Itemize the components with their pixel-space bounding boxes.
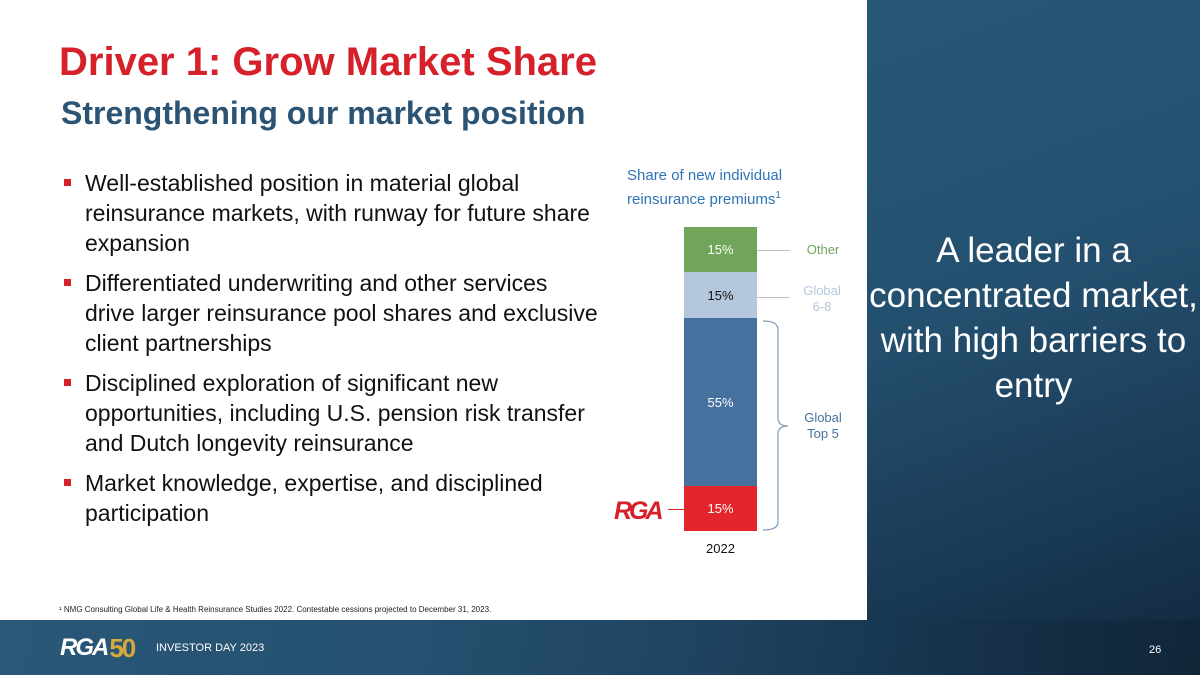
page-title: Driver 1: Grow Market Share [59,40,597,84]
bar-segment-other: 15% [684,227,757,272]
bullet-list: Well-established position in material gl… [62,168,602,538]
chart-title: Share of new individual reinsurance prem… [627,166,847,210]
bullet-text: Disciplined exploration of significant n… [85,370,585,456]
label-global-6-8: Global 6-8 [800,283,844,315]
square-bullet-icon [64,179,71,186]
label-line: Top 5 [807,426,839,441]
label-global-top-5: Global Top 5 [798,410,848,442]
footer-event-name: INVESTOR DAY 2023 [156,642,265,654]
chart-title-line2: reinsurance premiums [627,191,776,208]
x-axis-label: 2022 [706,541,735,556]
label-line: Global [803,283,841,298]
bar-segment-global-top-5: 55% [684,318,757,486]
footnote: ¹ NMG Consulting Global Life & Health Re… [59,605,492,614]
bullet-text: Well-established position in material gl… [85,170,590,256]
bullet-item: Differentiated underwriting and other se… [62,268,602,358]
logo-rga-text: RGA [60,634,109,661]
bracket-global-top-5 [762,320,789,531]
label-line: 6-8 [812,299,832,314]
stacked-bar-2022: 15% 15% 55% 15% [684,227,757,531]
rga50-logo: RGA 50 [60,633,136,663]
bullet-item: Disciplined exploration of significant n… [62,368,602,458]
bullet-item: Market knowledge, expertise, and discipl… [62,468,602,528]
bullet-text: Market knowledge, expertise, and discipl… [85,470,543,526]
label-line: Global [804,410,842,425]
page-subtitle: Strengthening our market position [61,95,586,131]
bar-segment-global-6-8: 15% [684,272,757,318]
label-other: Other [806,242,840,257]
chart-title-line1: Share of new individual [627,167,783,184]
page-number: 26 [1149,644,1162,656]
logo-50-anniversary: 50 [109,632,136,663]
bullet-text: Differentiated underwriting and other se… [85,270,598,356]
leader-line-rga [668,509,684,510]
segment-value: 15% [707,287,734,303]
bar-segment-rga: 15% [684,486,757,531]
footer-band [0,620,1200,675]
bullet-item: Well-established position in material gl… [62,168,602,258]
segment-value: 55% [707,394,734,410]
leader-line-global-6-8 [757,297,790,298]
callout-text: A leader in a concentrated market, with … [869,231,1198,405]
footnote-marker: 1 [775,190,781,201]
rga-logo: RGA [614,497,664,525]
segment-value: 15% [707,242,734,257]
segment-value: 15% [707,501,734,516]
square-bullet-icon [64,279,71,286]
square-bullet-icon [64,479,71,486]
square-bullet-icon [64,379,71,386]
leader-line-other [757,250,790,251]
callout-panel [867,0,1200,620]
